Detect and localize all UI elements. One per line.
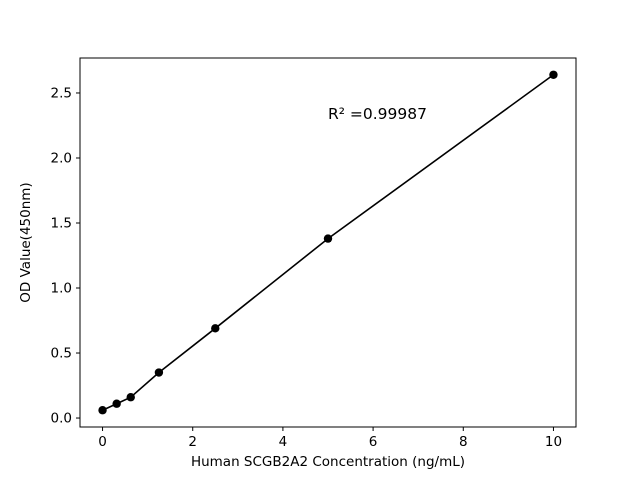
- y-tick-label: 0.5: [51, 346, 72, 362]
- x-tick-label: 10: [545, 434, 562, 450]
- y-tick-label: 2.5: [51, 85, 72, 101]
- data-point: [126, 393, 135, 402]
- data-point: [98, 406, 107, 415]
- y-axis-label: OD Value(450nm): [18, 182, 34, 302]
- x-tick-label: 0: [98, 434, 107, 450]
- x-tick-label: 2: [188, 434, 197, 450]
- x-axis-label: Human SCGB2A2 Concentration (ng/mL): [191, 454, 465, 470]
- x-tick-label: 8: [459, 434, 468, 450]
- y-tick-label: 1.5: [51, 215, 72, 231]
- x-tick-label: 6: [369, 434, 378, 450]
- x-tick-label: 4: [279, 434, 288, 450]
- data-point: [211, 324, 220, 333]
- y-tick-label: 1.0: [51, 281, 72, 297]
- data-point: [323, 234, 333, 243]
- r-squared-annotation: R² =0.99987: [328, 105, 427, 123]
- data-point: [549, 70, 558, 79]
- axes-spines: [79, 57, 577, 428]
- data-point: [112, 399, 121, 408]
- y-tick-label: 2.0: [51, 150, 72, 166]
- y-tick-label: 0.0: [51, 411, 72, 427]
- data-point: [154, 368, 164, 377]
